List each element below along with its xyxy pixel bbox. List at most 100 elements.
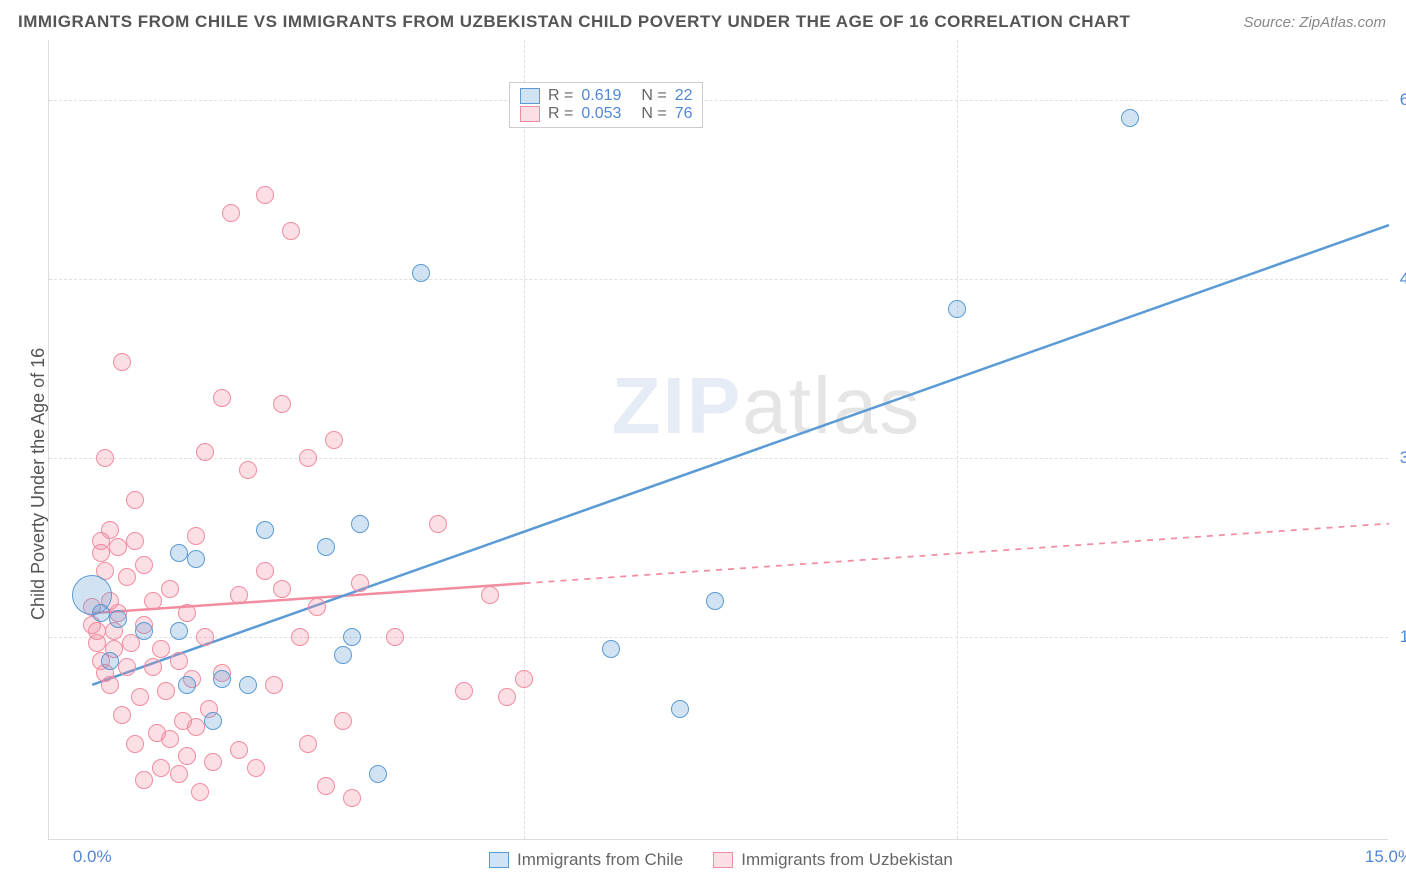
chile-marker xyxy=(256,521,274,539)
uzbekistan-marker xyxy=(230,741,248,759)
uzbekistan-marker xyxy=(178,604,196,622)
uzbekistan-marker xyxy=(282,222,300,240)
uzbekistan-marker xyxy=(343,789,361,807)
uzbekistan-marker xyxy=(196,628,214,646)
uzbekistan-marker xyxy=(131,688,149,706)
uzbekistan-marker xyxy=(88,622,106,640)
uzbekistan-marker xyxy=(135,771,153,789)
gridline-h xyxy=(49,458,1388,459)
legend-swatch xyxy=(520,88,540,104)
legend-n-value: 76 xyxy=(675,105,693,123)
legend-swatch xyxy=(520,106,540,122)
uzbekistan-marker xyxy=(351,574,369,592)
uzbekistan-marker xyxy=(113,353,131,371)
y-tick-label: 60.0% xyxy=(1400,90,1406,110)
watermark: ZIPatlas xyxy=(612,360,921,452)
uzbekistan-marker xyxy=(118,568,136,586)
uzbekistan-marker xyxy=(144,592,162,610)
y-tick-label: 15.0% xyxy=(1400,627,1406,647)
chart-container: IMMIGRANTS FROM CHILE VS IMMIGRANTS FROM… xyxy=(0,0,1406,892)
legend-swatch xyxy=(713,852,733,868)
uzbekistan-marker xyxy=(101,521,119,539)
uzbekistan-marker xyxy=(126,735,144,753)
uzbekistan-marker xyxy=(152,759,170,777)
uzbekistan-marker xyxy=(273,580,291,598)
chile-marker xyxy=(671,700,689,718)
uzbekistan-marker xyxy=(96,449,114,467)
chile-marker xyxy=(369,765,387,783)
x-tick-label: 15.0% xyxy=(1365,847,1406,867)
uzbekistan-marker xyxy=(161,580,179,598)
chile-marker xyxy=(135,622,153,640)
chile-marker xyxy=(343,628,361,646)
uzbekistan-marker xyxy=(213,389,231,407)
uzbekistan-marker xyxy=(247,759,265,777)
legend-r-value: 0.053 xyxy=(581,105,633,123)
y-tick-label: 30.0% xyxy=(1400,448,1406,468)
chile-marker xyxy=(239,676,257,694)
uzbekistan-marker xyxy=(222,204,240,222)
chile-marker xyxy=(1121,109,1139,127)
chile-marker xyxy=(178,676,196,694)
correlation-legend: R =0.619N =22R =0.053N =76 xyxy=(509,82,703,128)
uzbekistan-marker xyxy=(386,628,404,646)
uzbekistan-marker xyxy=(170,652,188,670)
chile-marker xyxy=(948,300,966,318)
uzbekistan-marker xyxy=(265,676,283,694)
uzbekistan-marker xyxy=(308,598,326,616)
chile-marker xyxy=(101,652,119,670)
uzbekistan-marker xyxy=(196,443,214,461)
uzbekistan-marker xyxy=(204,753,222,771)
uzbekistan-marker xyxy=(178,747,196,765)
gridline-v xyxy=(524,40,525,839)
legend-r-value: 0.619 xyxy=(581,87,633,105)
series-legend-label: Immigrants from Chile xyxy=(517,850,683,870)
uzbekistan-marker xyxy=(170,765,188,783)
chile-marker xyxy=(187,550,205,568)
legend-row: R =0.053N =76 xyxy=(520,105,692,123)
series-legend-item: Immigrants from Uzbekistan xyxy=(713,850,953,870)
chile-marker xyxy=(170,622,188,640)
gridline-v xyxy=(957,40,958,839)
legend-row: R =0.619N =22 xyxy=(520,87,692,105)
uzbekistan-marker xyxy=(325,431,343,449)
uzbekistan-marker xyxy=(101,676,119,694)
uzbekistan-marker xyxy=(239,461,257,479)
uzbekistan-marker xyxy=(135,556,153,574)
uzbekistan-marker xyxy=(317,777,335,795)
uzbekistan-marker xyxy=(113,706,131,724)
series-legend: Immigrants from Chile Immigrants from Uzb… xyxy=(489,850,953,870)
uzbekistan-marker xyxy=(157,682,175,700)
chile-marker xyxy=(92,604,110,622)
uzbekistan-marker xyxy=(126,491,144,509)
chile-marker xyxy=(317,538,335,556)
x-tick-label: 0.0% xyxy=(73,847,112,867)
chile-marker xyxy=(204,712,222,730)
gridline-h xyxy=(49,637,1388,638)
series-legend-label: Immigrants from Uzbekistan xyxy=(741,850,953,870)
uzbekistan-marker xyxy=(481,586,499,604)
uzbekistan-marker xyxy=(126,532,144,550)
uzbekistan-marker xyxy=(299,449,317,467)
uzbekistan-marker xyxy=(109,538,127,556)
uzbekistan-marker xyxy=(191,783,209,801)
chile-marker xyxy=(170,544,188,562)
plot-area: 15.0%30.0%45.0%60.0%0.0%15.0%ZIPatlasR =… xyxy=(48,40,1388,840)
chile-marker xyxy=(334,646,352,664)
legend-n-value: 22 xyxy=(675,87,693,105)
uzbekistan-marker xyxy=(429,515,447,533)
uzbekistan-marker xyxy=(161,730,179,748)
uzbekistan-marker xyxy=(152,640,170,658)
uzbekistan-marker xyxy=(455,682,473,700)
uzbekistan-marker xyxy=(291,628,309,646)
uzbekistan-marker xyxy=(187,718,205,736)
legend-r-label: R = xyxy=(548,105,573,123)
series-legend-item: Immigrants from Chile xyxy=(489,850,683,870)
uzbekistan-marker xyxy=(118,658,136,676)
chile-marker xyxy=(109,610,127,628)
gridline-h xyxy=(49,279,1388,280)
uzbekistan-marker xyxy=(256,186,274,204)
chile-trendline xyxy=(92,225,1389,685)
uzbekistan-marker xyxy=(230,586,248,604)
chart-source: Source: ZipAtlas.com xyxy=(1243,14,1386,31)
